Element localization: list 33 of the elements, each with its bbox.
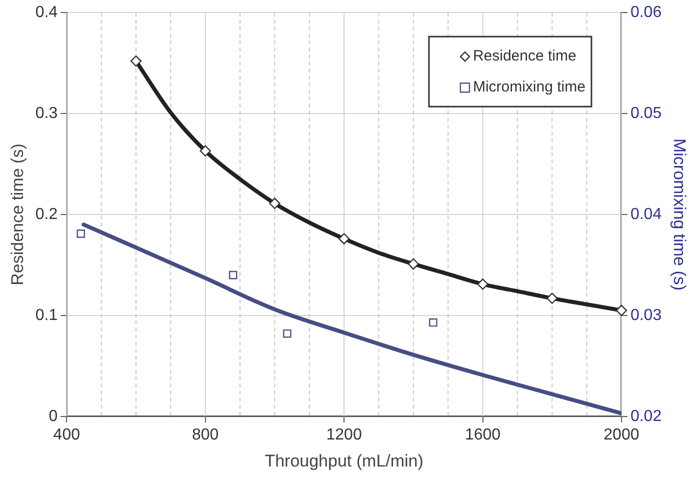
x-tick-label: 2000	[604, 426, 640, 444]
y-axis-title: Residence time (s)	[8, 144, 27, 286]
x-tick-label: 400	[53, 426, 80, 444]
point	[269, 198, 280, 209]
point	[130, 55, 142, 67]
y-tick-label: 0.4	[35, 4, 58, 22]
point	[228, 270, 238, 280]
y-tick-label: 0.3	[35, 104, 58, 122]
point	[200, 145, 211, 156]
x-tick-label: 800	[192, 426, 219, 444]
x-axis-title: Throughput (mL/min)	[264, 451, 424, 470]
y-tick-label: 0.2	[35, 206, 58, 223]
y2-tick-label: 0.02	[630, 408, 662, 425]
y-tick-label: 0	[48, 408, 58, 425]
point	[283, 329, 292, 338]
point	[408, 258, 420, 270]
y-tick-label: 0.1	[35, 306, 58, 324]
y2-tick-label: 0.03	[630, 306, 662, 324]
line-series	[82, 222, 622, 416]
legend-label: Micromixing time	[472, 78, 586, 96]
point	[429, 318, 438, 327]
point	[76, 230, 85, 238]
point	[477, 278, 488, 290]
y2-axis-title: Micromixing time (s)	[670, 138, 690, 291]
y2-tick-label: 0.06	[630, 4, 662, 22]
x-tick-label: 1600	[464, 426, 501, 444]
x-tick-label: 1200	[326, 426, 362, 444]
point	[338, 233, 350, 244]
point	[546, 292, 558, 304]
point	[616, 304, 628, 316]
legend-label: Residence time	[472, 48, 576, 65]
y2-tick-label: 0.05	[630, 104, 662, 122]
y2-tick-label: 0.04	[630, 206, 662, 223]
